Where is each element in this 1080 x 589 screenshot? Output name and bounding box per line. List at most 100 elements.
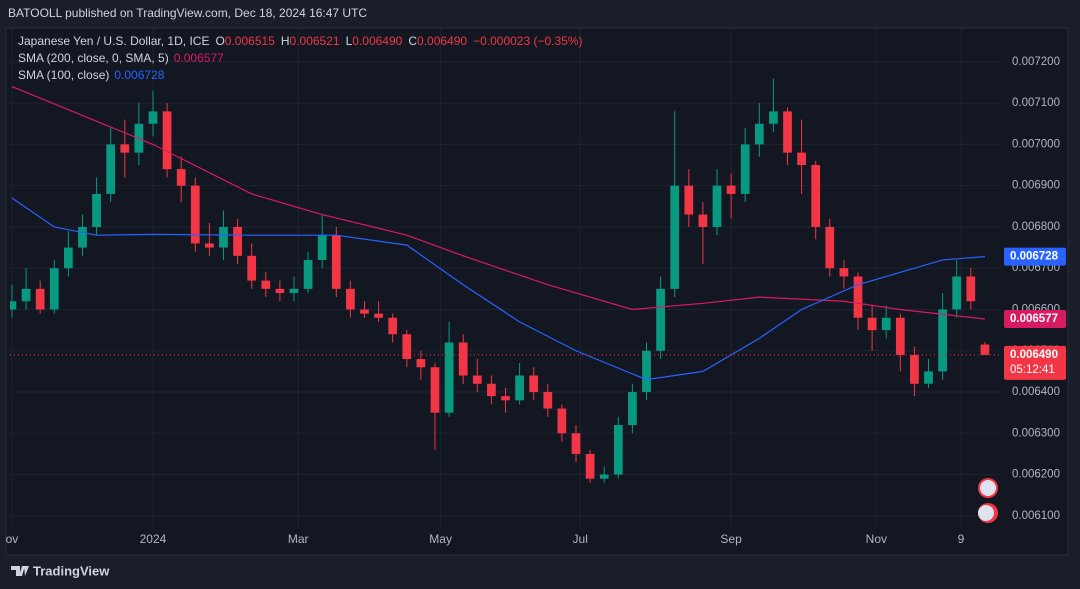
- candle-body: [980, 344, 990, 355]
- candle-body: [952, 276, 962, 310]
- candle-body: [825, 226, 835, 269]
- legend-entry: SMA (100, close) 0.006728: [18, 68, 165, 82]
- legend-symbol-line: Japanese Yen / U.S. Dollar, 1D, ICE O0.00…: [18, 34, 583, 48]
- candle-body: [910, 354, 919, 384]
- candle-body: [501, 396, 510, 401]
- x-tick-label: Nov: [866, 532, 887, 546]
- candle-body: [430, 367, 440, 413]
- candle-body: [458, 342, 468, 376]
- candle-body: [585, 453, 595, 479]
- legend-name: SMA (200, close, 0, SMA, 5): [18, 51, 169, 65]
- legend-entry: SMA (200, close, 0, SMA, 5) 0.006577: [18, 51, 224, 65]
- candle-body: [656, 288, 665, 351]
- candle-body: [49, 268, 59, 310]
- price-change: −0.000023 (−0.35%): [473, 34, 582, 48]
- candle-body: [416, 359, 426, 368]
- candle-body: [642, 350, 651, 393]
- candle-body: [176, 169, 186, 186]
- candle-body: [769, 111, 778, 124]
- candle-body: [924, 371, 933, 384]
- candle-body: [543, 392, 553, 409]
- x-tick-label: 2024: [140, 532, 167, 546]
- y-tick-label: 0.006200: [1012, 469, 1060, 481]
- candle-body: [92, 193, 101, 227]
- candle-body: [346, 288, 355, 310]
- ohlc-name: C: [408, 34, 417, 48]
- candle-body: [148, 111, 158, 124]
- candle-body: [881, 317, 891, 331]
- price-box: [1004, 309, 1066, 328]
- candle-body: [895, 317, 905, 355]
- candle-body: [839, 268, 849, 277]
- event-icons: [978, 478, 998, 523]
- y-tick-label: 0.007200: [1012, 56, 1060, 68]
- candle-body: [726, 185, 736, 194]
- ohlc-name: O: [215, 34, 224, 48]
- candle-body: [783, 111, 792, 153]
- y-tick-label: 0.006800: [1012, 221, 1060, 233]
- candle-body: [797, 152, 806, 166]
- candle-body: [853, 276, 863, 318]
- candle-body: [515, 375, 524, 401]
- ohlc-value: 0.006521: [290, 34, 340, 48]
- x-tick-label: Jul: [573, 532, 588, 546]
- candle-body: [388, 317, 398, 335]
- candle-body: [64, 247, 73, 269]
- candle-body: [472, 375, 482, 384]
- price-box-label: 0.006577: [1010, 313, 1058, 325]
- candle-body: [557, 408, 567, 434]
- legend-name: SMA (100, close): [18, 68, 109, 82]
- candle-body: [712, 185, 722, 227]
- candle-body: [35, 288, 45, 310]
- candle-body: [233, 226, 242, 256]
- candle-body: [684, 185, 694, 215]
- candle-body: [698, 214, 708, 227]
- candle-body: [190, 185, 200, 244]
- candle-body: [811, 165, 821, 227]
- brand-logo: TradingView: [11, 563, 110, 578]
- chart-frame: [5, 27, 1069, 556]
- y-tick-label: 0.006300: [1012, 427, 1060, 439]
- candle-body: [571, 433, 581, 454]
- y-tick-label: 0.006100: [1012, 510, 1060, 522]
- candle-body: [754, 123, 764, 145]
- candle-body: [740, 144, 750, 194]
- published-note: BATOOLL published on TradingView.com, De…: [8, 6, 367, 20]
- brand-name: TradingView: [33, 563, 110, 578]
- candle-body: [303, 259, 313, 289]
- candle-body: [360, 309, 369, 314]
- ohlc-name: L: [346, 34, 353, 48]
- candle-body: [444, 342, 454, 413]
- ohlc-value: 0.006490: [352, 34, 402, 48]
- candle-body: [374, 313, 383, 318]
- legend-value: 0.006577: [174, 51, 224, 65]
- sma-line: [11, 197, 985, 381]
- x-tick-label: Sep: [720, 532, 742, 546]
- y-tick-label: 0.006900: [1012, 180, 1060, 192]
- candle-body: [162, 111, 172, 170]
- candle-body: [21, 288, 31, 302]
- y-tick-label: 0.007100: [1012, 97, 1060, 109]
- candle-body: [599, 474, 609, 479]
- candle-body: [628, 392, 637, 426]
- candle-body: [261, 280, 271, 289]
- ohlc-value: 0.006515: [225, 34, 275, 48]
- candle-body: [289, 288, 299, 293]
- price-box-label: 0.006728: [1010, 251, 1059, 263]
- candle-body: [247, 255, 257, 281]
- price-box: [1004, 345, 1066, 380]
- x-tick-label: May: [429, 532, 452, 546]
- sma-line: [11, 86, 985, 320]
- candle-body: [331, 235, 341, 289]
- candle-body: [106, 144, 116, 194]
- candle-body: [867, 317, 877, 331]
- candle-body: [317, 235, 327, 260]
- candle-body: [275, 288, 285, 293]
- symbol-name: Japanese Yen / U.S. Dollar, 1D, ICE: [18, 34, 209, 48]
- candle-body: [219, 226, 228, 248]
- x-tick-label: Mar: [288, 532, 309, 546]
- candle-body: [487, 383, 496, 397]
- candle-body: [966, 276, 976, 302]
